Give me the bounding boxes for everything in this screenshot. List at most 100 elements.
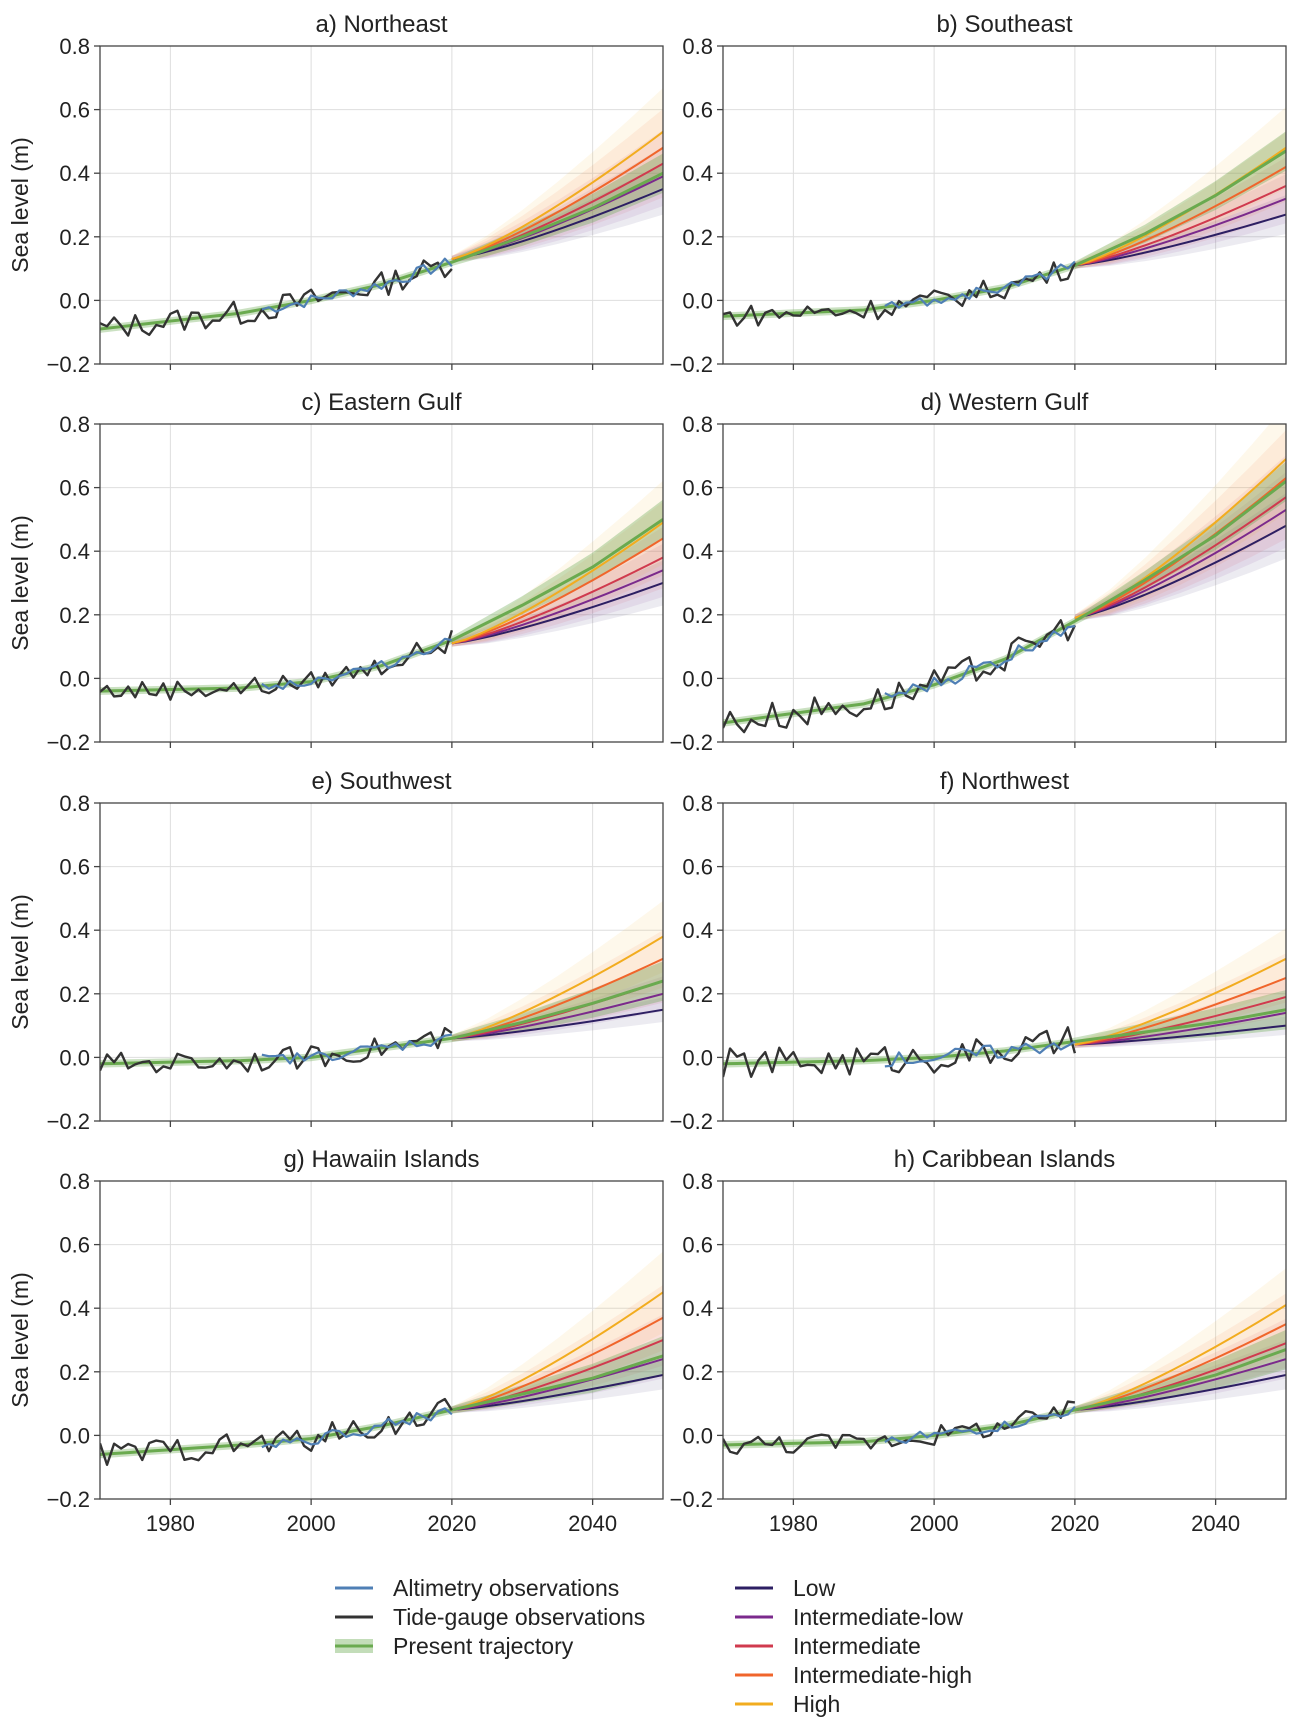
plot-area xyxy=(100,1251,663,1466)
y-tick-label: 0.8 xyxy=(682,1169,713,1194)
y-tick-label: 0.4 xyxy=(682,539,713,564)
y-tick-label: 0.6 xyxy=(682,98,713,123)
altimetry-line xyxy=(261,257,453,313)
scenario-line-intlow xyxy=(1074,1011,1286,1046)
panel-6: f) Northwest 0.8 0.6 0.4 0.2 0.0 −0.2 xyxy=(670,768,1287,1134)
axes-frame xyxy=(722,45,1287,365)
panel-title: h) Caribbean Islands xyxy=(894,1146,1115,1173)
altimetry-line xyxy=(884,1405,1076,1444)
y-tick-label: −0.2 xyxy=(47,352,90,377)
y-tick-label: −0.2 xyxy=(670,730,713,755)
scenario-line-low xyxy=(451,188,663,261)
scenario-line-high xyxy=(451,1291,663,1411)
trajectory-line xyxy=(723,1008,1286,1066)
y-tick-label: 0.0 xyxy=(682,288,713,313)
plot-area xyxy=(723,424,1286,734)
y-tick-label: 0.2 xyxy=(59,225,90,250)
y-tick-label: 0.8 xyxy=(59,791,90,816)
panel-1: a) Northeast 0.8 0.6 0.4 0.2 0.0 −0.2 Sea level… xyxy=(7,11,664,377)
scenario-line-low xyxy=(451,1008,663,1040)
altimetry-line xyxy=(261,1407,453,1449)
scenario-band-intlow xyxy=(451,146,663,263)
y-tick-label: 0.4 xyxy=(59,918,90,943)
scenario-line-high xyxy=(451,935,663,1040)
scenario-line-intlow xyxy=(451,992,663,1040)
tide-gauge-line xyxy=(100,1397,453,1466)
trajectory-band xyxy=(723,131,1286,321)
trajectory-line xyxy=(100,518,663,693)
y-tick-label: 0.6 xyxy=(682,1233,713,1258)
scenario-band-int xyxy=(1074,1318,1286,1414)
axes-frame xyxy=(722,423,1287,743)
y-tick-label: 0.4 xyxy=(59,539,90,564)
panel-5: e) Southwest 0.8 0.6 0.4 0.2 0.0 −0.2 Sea level… xyxy=(7,768,664,1134)
scenario-line-int xyxy=(451,556,663,645)
scenario-line-inthigh xyxy=(451,146,663,261)
scenario-band-int xyxy=(451,526,663,647)
y-tick-label: 0.8 xyxy=(59,1169,90,1194)
scenario-line-high xyxy=(1074,1304,1286,1411)
altimetry-line xyxy=(261,1033,453,1065)
x-tick-label: 2020 xyxy=(427,1511,476,1536)
axes-frame xyxy=(722,1180,1287,1500)
axes-frame xyxy=(722,802,1287,1122)
x-tick-label: 1980 xyxy=(146,1511,195,1536)
y-tick-label: 0.6 xyxy=(682,476,713,501)
panel-4: d) Western Gulf 0.8 0.6 0.4 0.2 0.0 −0.2 xyxy=(670,389,1287,755)
x-tick-label: 1980 xyxy=(769,1511,818,1536)
y-tick-label: 0.2 xyxy=(59,603,90,628)
panel-3: c) Eastern Gulf 0.8 0.6 0.4 0.2 0.0 −0.2 Sea le… xyxy=(7,389,664,755)
x-tick-label: 2040 xyxy=(568,1511,617,1536)
legend-item-traj: Present trajectory xyxy=(335,1633,574,1659)
legend-label: Present trajectory xyxy=(393,1633,574,1659)
scenario-line-intlow xyxy=(1074,197,1286,267)
scenario-line-intlow xyxy=(451,1358,663,1411)
plot-area xyxy=(100,480,663,701)
y-tick-label: 0.2 xyxy=(682,603,713,628)
altimetry-line xyxy=(884,260,1076,309)
y-tick-label: 0.2 xyxy=(682,982,713,1007)
tide-gauge-line xyxy=(723,1400,1076,1455)
y-axis-title: Sea level (m) xyxy=(7,894,33,1029)
altimetry-line xyxy=(884,1040,1076,1068)
x-tick-label: 2000 xyxy=(910,1511,959,1536)
legend-item-intlow: Intermediate-low xyxy=(735,1604,963,1630)
legend-label: Intermediate-low xyxy=(793,1604,963,1630)
scenario-line-low xyxy=(451,1374,663,1411)
y-tick-label: 0.4 xyxy=(682,161,713,186)
scenario-line-inthigh xyxy=(1074,165,1286,267)
y-tick-label: 0.0 xyxy=(59,1045,90,1070)
trajectory-line xyxy=(723,1348,1286,1447)
y-axis-title: Sea level (m) xyxy=(7,515,33,650)
y-tick-label: 0.2 xyxy=(682,225,713,250)
y-tick-label: −0.2 xyxy=(47,730,90,755)
axes-frame xyxy=(99,45,664,365)
altimetry-line xyxy=(261,637,453,690)
y-tick-label: 0.0 xyxy=(59,288,90,313)
axes-frame xyxy=(99,802,664,1122)
scenario-band-inthigh xyxy=(451,108,663,263)
y-tick-label: 0.8 xyxy=(682,791,713,816)
y-tick-label: −0.2 xyxy=(670,1487,713,1512)
y-tick-label: 0.0 xyxy=(682,1423,713,1448)
tide-gauge-line xyxy=(100,259,453,337)
legend-label: Intermediate xyxy=(793,1633,921,1659)
scenario-line-low xyxy=(451,582,663,645)
legend-label: Low xyxy=(793,1575,836,1601)
tide-gauge-line xyxy=(723,261,1076,327)
y-tick-label: −0.2 xyxy=(670,1109,713,1134)
panel-title: g) Hawaiin Islands xyxy=(283,1146,479,1173)
scenario-line-low xyxy=(1074,1374,1286,1411)
scenario-line-int xyxy=(1074,185,1286,267)
scenario-band-high xyxy=(1074,424,1286,622)
panel-title: e) Southwest xyxy=(311,768,451,795)
legend-item-inthigh: Intermediate-high xyxy=(735,1662,972,1688)
legend-item-int: Intermediate xyxy=(735,1633,921,1659)
scenario-line-high xyxy=(451,521,663,645)
y-tick-label: −0.2 xyxy=(47,1487,90,1512)
y-tick-label: 0.8 xyxy=(59,412,90,437)
legend-label: Intermediate-high xyxy=(793,1662,972,1688)
panel-title: a) Northeast xyxy=(315,11,447,38)
scenario-band-high xyxy=(1074,106,1286,269)
scenario-line-intlow xyxy=(451,569,663,645)
